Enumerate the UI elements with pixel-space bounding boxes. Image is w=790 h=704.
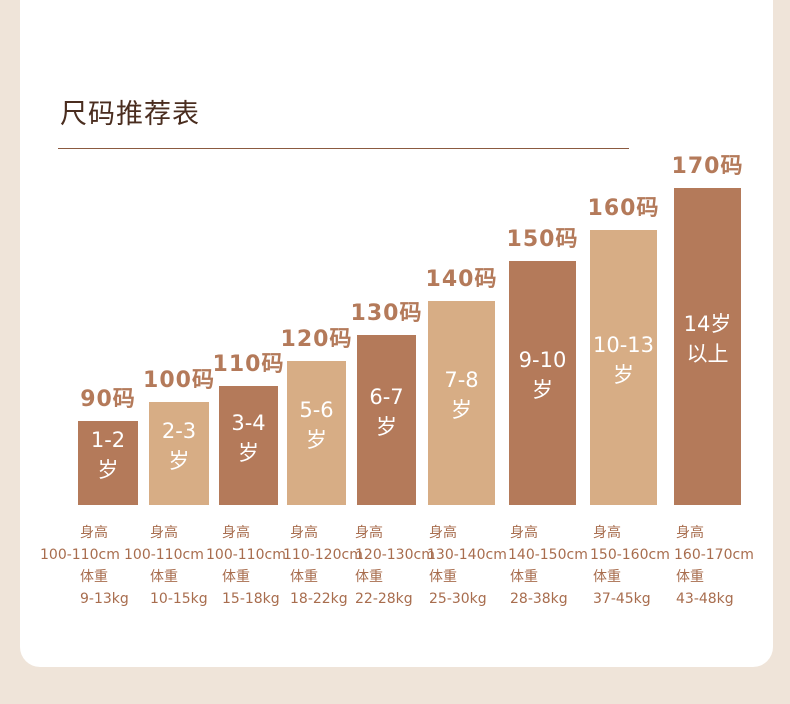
- height-label: 身高: [593, 525, 621, 541]
- height-value: 100-110cm: [124, 547, 204, 563]
- age-range-label: 14岁 以上: [683, 311, 732, 366]
- weight-label: 体重: [355, 569, 383, 585]
- size-label: 140码: [425, 267, 498, 292]
- size-spec-info: 身高 140-150cm 体重 28-38kg: [508, 522, 588, 610]
- height-label: 身高: [355, 525, 383, 541]
- height-label: 身高: [290, 525, 318, 541]
- height-value: 160-170cm: [674, 547, 754, 563]
- size-bar: 9-10 岁: [509, 261, 576, 505]
- age-range-label: 3-4 岁: [231, 410, 266, 465]
- height-label: 身高: [222, 525, 250, 541]
- weight-value: 9-13kg: [80, 591, 129, 607]
- height-value: 120-130cm: [355, 547, 435, 563]
- title-divider: [58, 148, 629, 149]
- weight-value: 43-48kg: [676, 591, 734, 607]
- size-spec-info: 身高 130-140cm 体重 25-30kg: [427, 522, 507, 610]
- size-spec-info: 身高 100-110cm 体重 9-13kg: [40, 522, 129, 610]
- size-label: 160码: [587, 196, 660, 221]
- size-label: 120码: [280, 327, 353, 352]
- height-label: 身高: [676, 525, 704, 541]
- size-spec-info: 身高 160-170cm 体重 43-48kg: [674, 522, 754, 610]
- height-label: 身高: [429, 525, 457, 541]
- size-spec-info: 身高 150-160cm 体重 37-45kg: [590, 522, 670, 610]
- size-bar: 3-4 岁: [219, 386, 278, 505]
- age-range-label: 7-8 岁: [444, 368, 479, 422]
- height-value: 100-110cm: [206, 547, 286, 563]
- weight-value: 10-15kg: [150, 591, 208, 607]
- size-bar: 1-2 岁: [78, 421, 138, 505]
- page-title: 尺码推荐表: [60, 99, 200, 130]
- weight-value: 15-18kg: [222, 591, 280, 607]
- weight-value: 28-38kg: [510, 591, 568, 607]
- size-spec-info: 身高 120-130cm 体重 22-28kg: [355, 522, 435, 610]
- height-label: 身高: [80, 525, 108, 541]
- weight-label: 体重: [429, 569, 457, 585]
- height-label: 身高: [510, 525, 538, 541]
- size-spec-info: 身高 110-120cm 体重 18-22kg: [283, 522, 363, 610]
- weight-value: 22-28kg: [355, 591, 413, 607]
- size-label: 150码: [506, 227, 579, 252]
- size-spec-info: 身高 100-110cm 体重 15-18kg: [206, 522, 286, 610]
- size-bar: 2-3 岁: [149, 402, 209, 505]
- size-bar: 7-8 岁: [428, 301, 495, 505]
- size-bar: 5-6 岁: [287, 361, 346, 505]
- height-value: 130-140cm: [427, 547, 507, 563]
- size-bar: 10-13 岁: [590, 230, 657, 505]
- weight-value: 25-30kg: [429, 591, 487, 607]
- size-spec-info: 身高 100-110cm 体重 10-15kg: [124, 522, 208, 610]
- age-range-label: 1-2 岁: [90, 428, 126, 482]
- height-value: 140-150cm: [508, 547, 588, 563]
- weight-label: 体重: [222, 569, 250, 585]
- weight-label: 体重: [593, 569, 621, 585]
- weight-value: 18-22kg: [290, 591, 348, 607]
- weight-label: 体重: [290, 569, 318, 585]
- age-range-label: 10-13 岁: [592, 332, 655, 387]
- size-bar: 6-7 岁: [357, 335, 416, 505]
- size-label: 110码: [212, 352, 285, 377]
- weight-label: 体重: [676, 569, 704, 585]
- size-bar: 14岁 以上: [674, 188, 741, 505]
- size-label: 130码: [350, 301, 423, 326]
- height-label: 身高: [150, 525, 178, 541]
- weight-value: 37-45kg: [593, 591, 651, 607]
- age-range-label: 2-3 岁: [161, 418, 197, 473]
- size-label: 100码: [143, 368, 215, 393]
- size-label: 90码: [80, 387, 136, 412]
- size-label: 170码: [671, 154, 744, 179]
- height-value: 150-160cm: [590, 547, 670, 563]
- weight-label: 体重: [510, 569, 538, 585]
- weight-label: 体重: [150, 569, 178, 585]
- age-range-label: 6-7 岁: [369, 385, 404, 439]
- height-value: 110-120cm: [283, 547, 363, 563]
- weight-label: 体重: [80, 569, 108, 585]
- height-value: 100-110cm: [40, 547, 120, 563]
- age-range-label: 5-6 岁: [299, 398, 334, 452]
- age-range-label: 9-10 岁: [518, 348, 567, 402]
